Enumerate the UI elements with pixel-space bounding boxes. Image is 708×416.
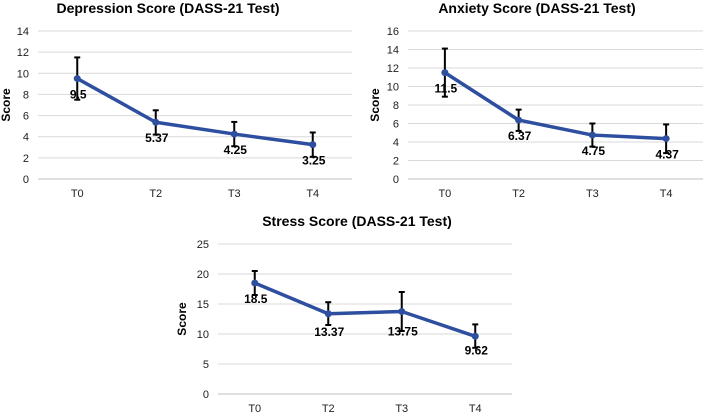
data-point: [515, 116, 523, 124]
data-label: 5.37: [145, 131, 169, 145]
y-tick-label: 16: [387, 26, 399, 38]
y-tick-label: 10: [387, 82, 399, 94]
y-tick-label: 12: [17, 47, 29, 59]
data-point: [73, 75, 81, 83]
data-label: 4.25: [224, 143, 248, 157]
y-tick-label: 6: [393, 119, 399, 131]
y-tick-label: 5: [203, 359, 209, 371]
data-label: 4.75: [582, 144, 606, 158]
x-tick-label: T3: [586, 188, 599, 200]
data-point: [398, 308, 406, 315]
data-label: 13.75: [388, 325, 418, 339]
x-tick-label: T4: [660, 188, 673, 200]
data-point: [152, 118, 160, 126]
data-point: [309, 141, 317, 149]
x-tick-label: T4: [469, 403, 482, 415]
chart-title: Depression Score (DASS-21 Test): [56, 0, 279, 16]
y-axis-label: Score: [175, 302, 189, 336]
y-axis-label: Score: [0, 88, 13, 122]
data-point: [471, 332, 479, 340]
y-tick-label: 20: [197, 269, 209, 281]
y-tick-label: 2: [393, 156, 399, 168]
chart-stress: Stress Score (DASS-21 Test) Score 0 5 10 15 20…: [175, 213, 512, 415]
series-line: [253, 281, 477, 339]
data-point: [324, 310, 332, 318]
y-tick-label: 4: [23, 132, 29, 144]
y-tick-label: 2: [23, 153, 29, 165]
data-point: [230, 130, 238, 138]
data-label: 6.37: [508, 129, 532, 143]
data-point: [441, 69, 449, 77]
data-point: [251, 279, 259, 287]
y-tick-label: 8: [393, 100, 399, 112]
series-line: [443, 70, 668, 141]
x-tick-label: T4: [306, 188, 319, 200]
chart-title: Anxiety Score (DASS-21 Test): [438, 0, 635, 16]
x-tick-label: T2: [149, 188, 162, 200]
x-tick-label: T2: [512, 188, 525, 200]
data-label: 9.62: [465, 343, 489, 357]
x-tick-label: T0: [248, 403, 261, 415]
chart-title: Stress Score (DASS-21 Test): [262, 213, 452, 229]
y-tick-label: 10: [17, 68, 29, 80]
x-tick-label: T2: [322, 403, 335, 415]
y-tick-label: 8: [23, 89, 29, 101]
y-tick-label: 4: [393, 137, 399, 149]
data-label: 13.37: [314, 325, 344, 339]
y-tick-label: 0: [203, 389, 209, 401]
y-tick-label: 0: [23, 174, 29, 186]
data-point: [588, 131, 596, 139]
y-tick-label: 12: [387, 63, 399, 75]
data-label: 3.25: [302, 154, 326, 168]
data-point: [662, 135, 670, 143]
x-tick-label: T3: [395, 403, 408, 415]
chart-depression: Depression Score (DASS-21 Test) Score 0 2 4 6…: [0, 0, 352, 200]
y-axis-label: Score: [368, 88, 382, 122]
y-tick-label: 14: [17, 26, 29, 38]
chart-anxiety: Anxiety Score (DASS-21 Test) Score 0 2 4 6 8 10…: [368, 0, 703, 200]
y-tick-label: 14: [387, 45, 399, 57]
y-tick-label: 15: [197, 299, 209, 311]
y-tick-label: 10: [197, 329, 209, 341]
y-tick-label: 0: [393, 174, 399, 186]
x-tick-label: T0: [438, 188, 451, 200]
data-label: 4.37: [655, 148, 679, 162]
x-tick-label: T3: [228, 188, 241, 200]
data-label: 18.5: [244, 292, 268, 306]
y-tick-label: 6: [23, 111, 29, 123]
data-label: 11.5: [435, 82, 458, 96]
x-tick-label: T0: [71, 188, 84, 200]
series-line: [75, 76, 315, 147]
data-label: 9.5: [70, 88, 87, 102]
y-tick-label: 25: [197, 239, 209, 251]
